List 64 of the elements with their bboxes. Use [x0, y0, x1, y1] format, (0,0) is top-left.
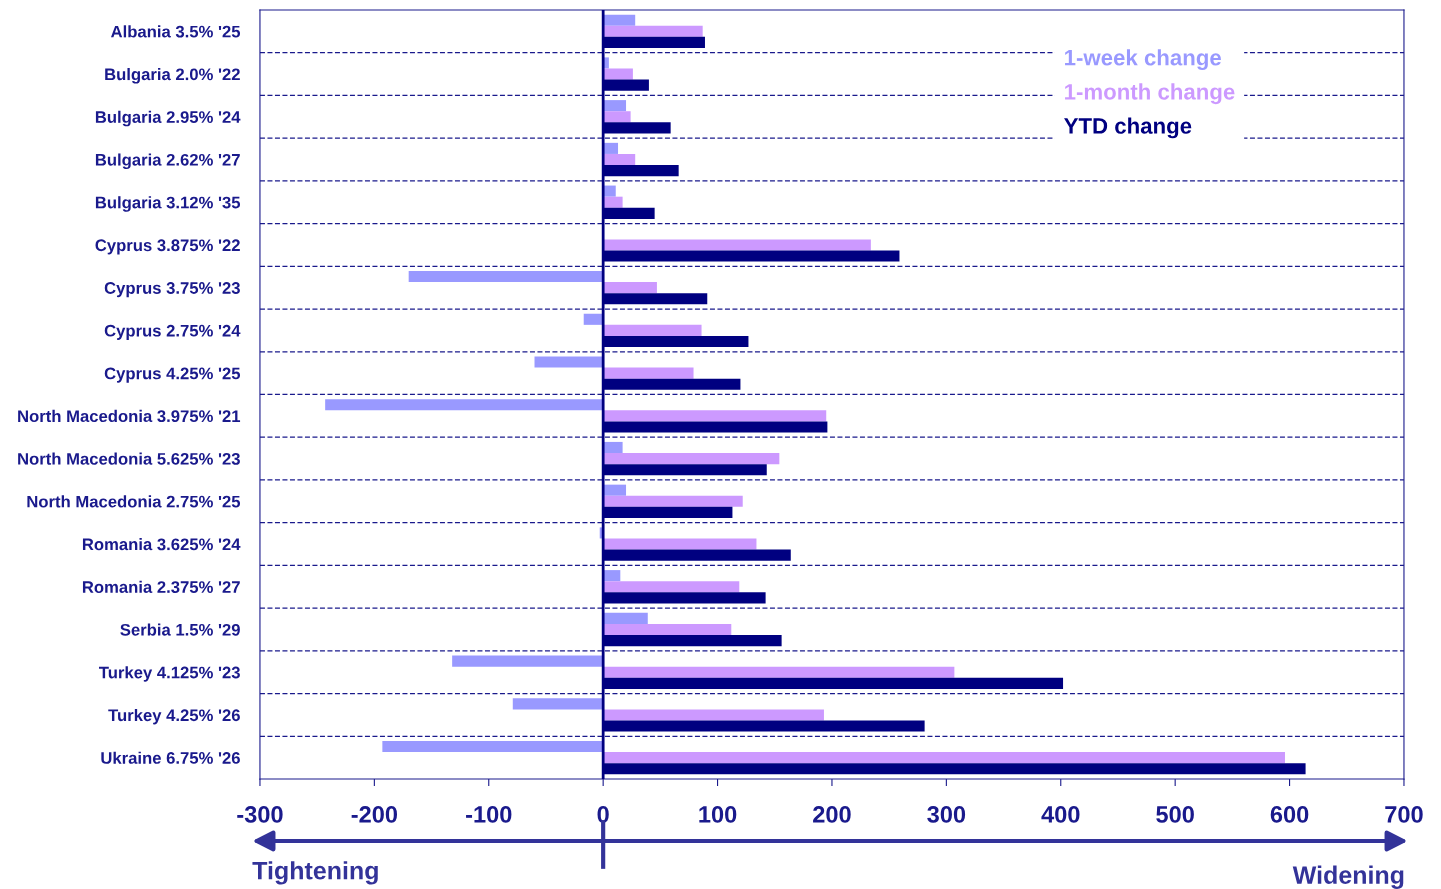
bar	[603, 752, 1285, 764]
x-tick-label: 400	[1041, 806, 1080, 823]
y-tick-label: Ukraine 6.75% '26	[101, 751, 240, 764]
bar	[603, 100, 627, 112]
bar	[408, 271, 604, 283]
y-tick-label: North Macedonia 5.625% '23	[18, 452, 240, 465]
y-tick-label: Turkey 4.125% '23	[98, 666, 240, 682]
bar	[603, 196, 623, 208]
bar	[603, 68, 633, 80]
text: Tightening	[252, 861, 378, 885]
bar	[603, 282, 657, 294]
x-tick-label: 700	[1385, 806, 1423, 823]
bar	[603, 239, 871, 251]
x-tick-label: 300	[927, 806, 966, 823]
bar	[603, 538, 757, 550]
bar	[603, 453, 780, 465]
bar	[603, 14, 636, 26]
bar	[603, 709, 824, 721]
text: YTD change	[1064, 117, 1192, 139]
x-tick-label: -200	[351, 806, 398, 823]
y-tick-label: Serbia 1.5% '29	[120, 623, 240, 636]
y-tick-label: Cyprus 2.75% '24	[104, 324, 241, 340]
bar	[603, 581, 740, 593]
y-tick-label: Bulgaria 3.12% '35	[95, 196, 241, 212]
x-tick-label: 100	[699, 806, 737, 823]
bar	[452, 655, 604, 667]
bar	[603, 153, 636, 166]
y-tick-label: Turkey 4.25% '26	[108, 708, 240, 725]
bar	[603, 111, 631, 123]
bar	[603, 441, 623, 454]
bar	[603, 623, 732, 636]
bar	[512, 698, 604, 710]
text: 1-week change	[1065, 49, 1221, 70]
bar	[603, 367, 694, 379]
x-tick-label: 0	[597, 806, 609, 823]
x-tick-label: 200	[813, 806, 851, 823]
y-tick-label: Bulgaria 2.95% '24	[95, 110, 241, 127]
y-tick-label: Cyprus 3.75% '23	[104, 282, 240, 298]
y-tick-label: Bulgaria 2.62% '27	[95, 153, 240, 170]
x-tick-label: -100	[466, 806, 512, 823]
bar	[603, 410, 827, 422]
y-tick-label: Romania 2.375% '27	[82, 580, 240, 593]
y-tick-label: Romania 3.625% '24	[82, 538, 241, 551]
bar	[603, 666, 955, 678]
bar	[603, 612, 648, 624]
x-tick-label: 500	[1156, 806, 1194, 823]
y-tick-label: Bulgaria 2.0% '22	[105, 68, 240, 84]
y-tick-label: Cyprus 3.875% '22	[95, 239, 240, 255]
y-tick-label: Cyprus 4.25% '25	[104, 367, 241, 383]
y-tick-label: Albania 3.5% '25	[110, 25, 241, 38]
bar	[603, 484, 627, 496]
bar	[603, 495, 743, 507]
x-tick-label: -300	[237, 806, 283, 823]
y-tick-label: North Macedonia 3.975% '21	[18, 409, 241, 423]
y-tick-label: North Macedonia 2.75% '25	[27, 495, 241, 508]
text: 1-month change	[1065, 83, 1235, 105]
bar	[534, 356, 604, 368]
text: Widening	[1292, 865, 1404, 889]
bar	[382, 741, 604, 753]
bar	[603, 25, 703, 37]
x-tick-label: 600	[1270, 806, 1309, 823]
bar	[603, 324, 702, 336]
bar	[583, 313, 604, 325]
bar	[325, 399, 604, 411]
